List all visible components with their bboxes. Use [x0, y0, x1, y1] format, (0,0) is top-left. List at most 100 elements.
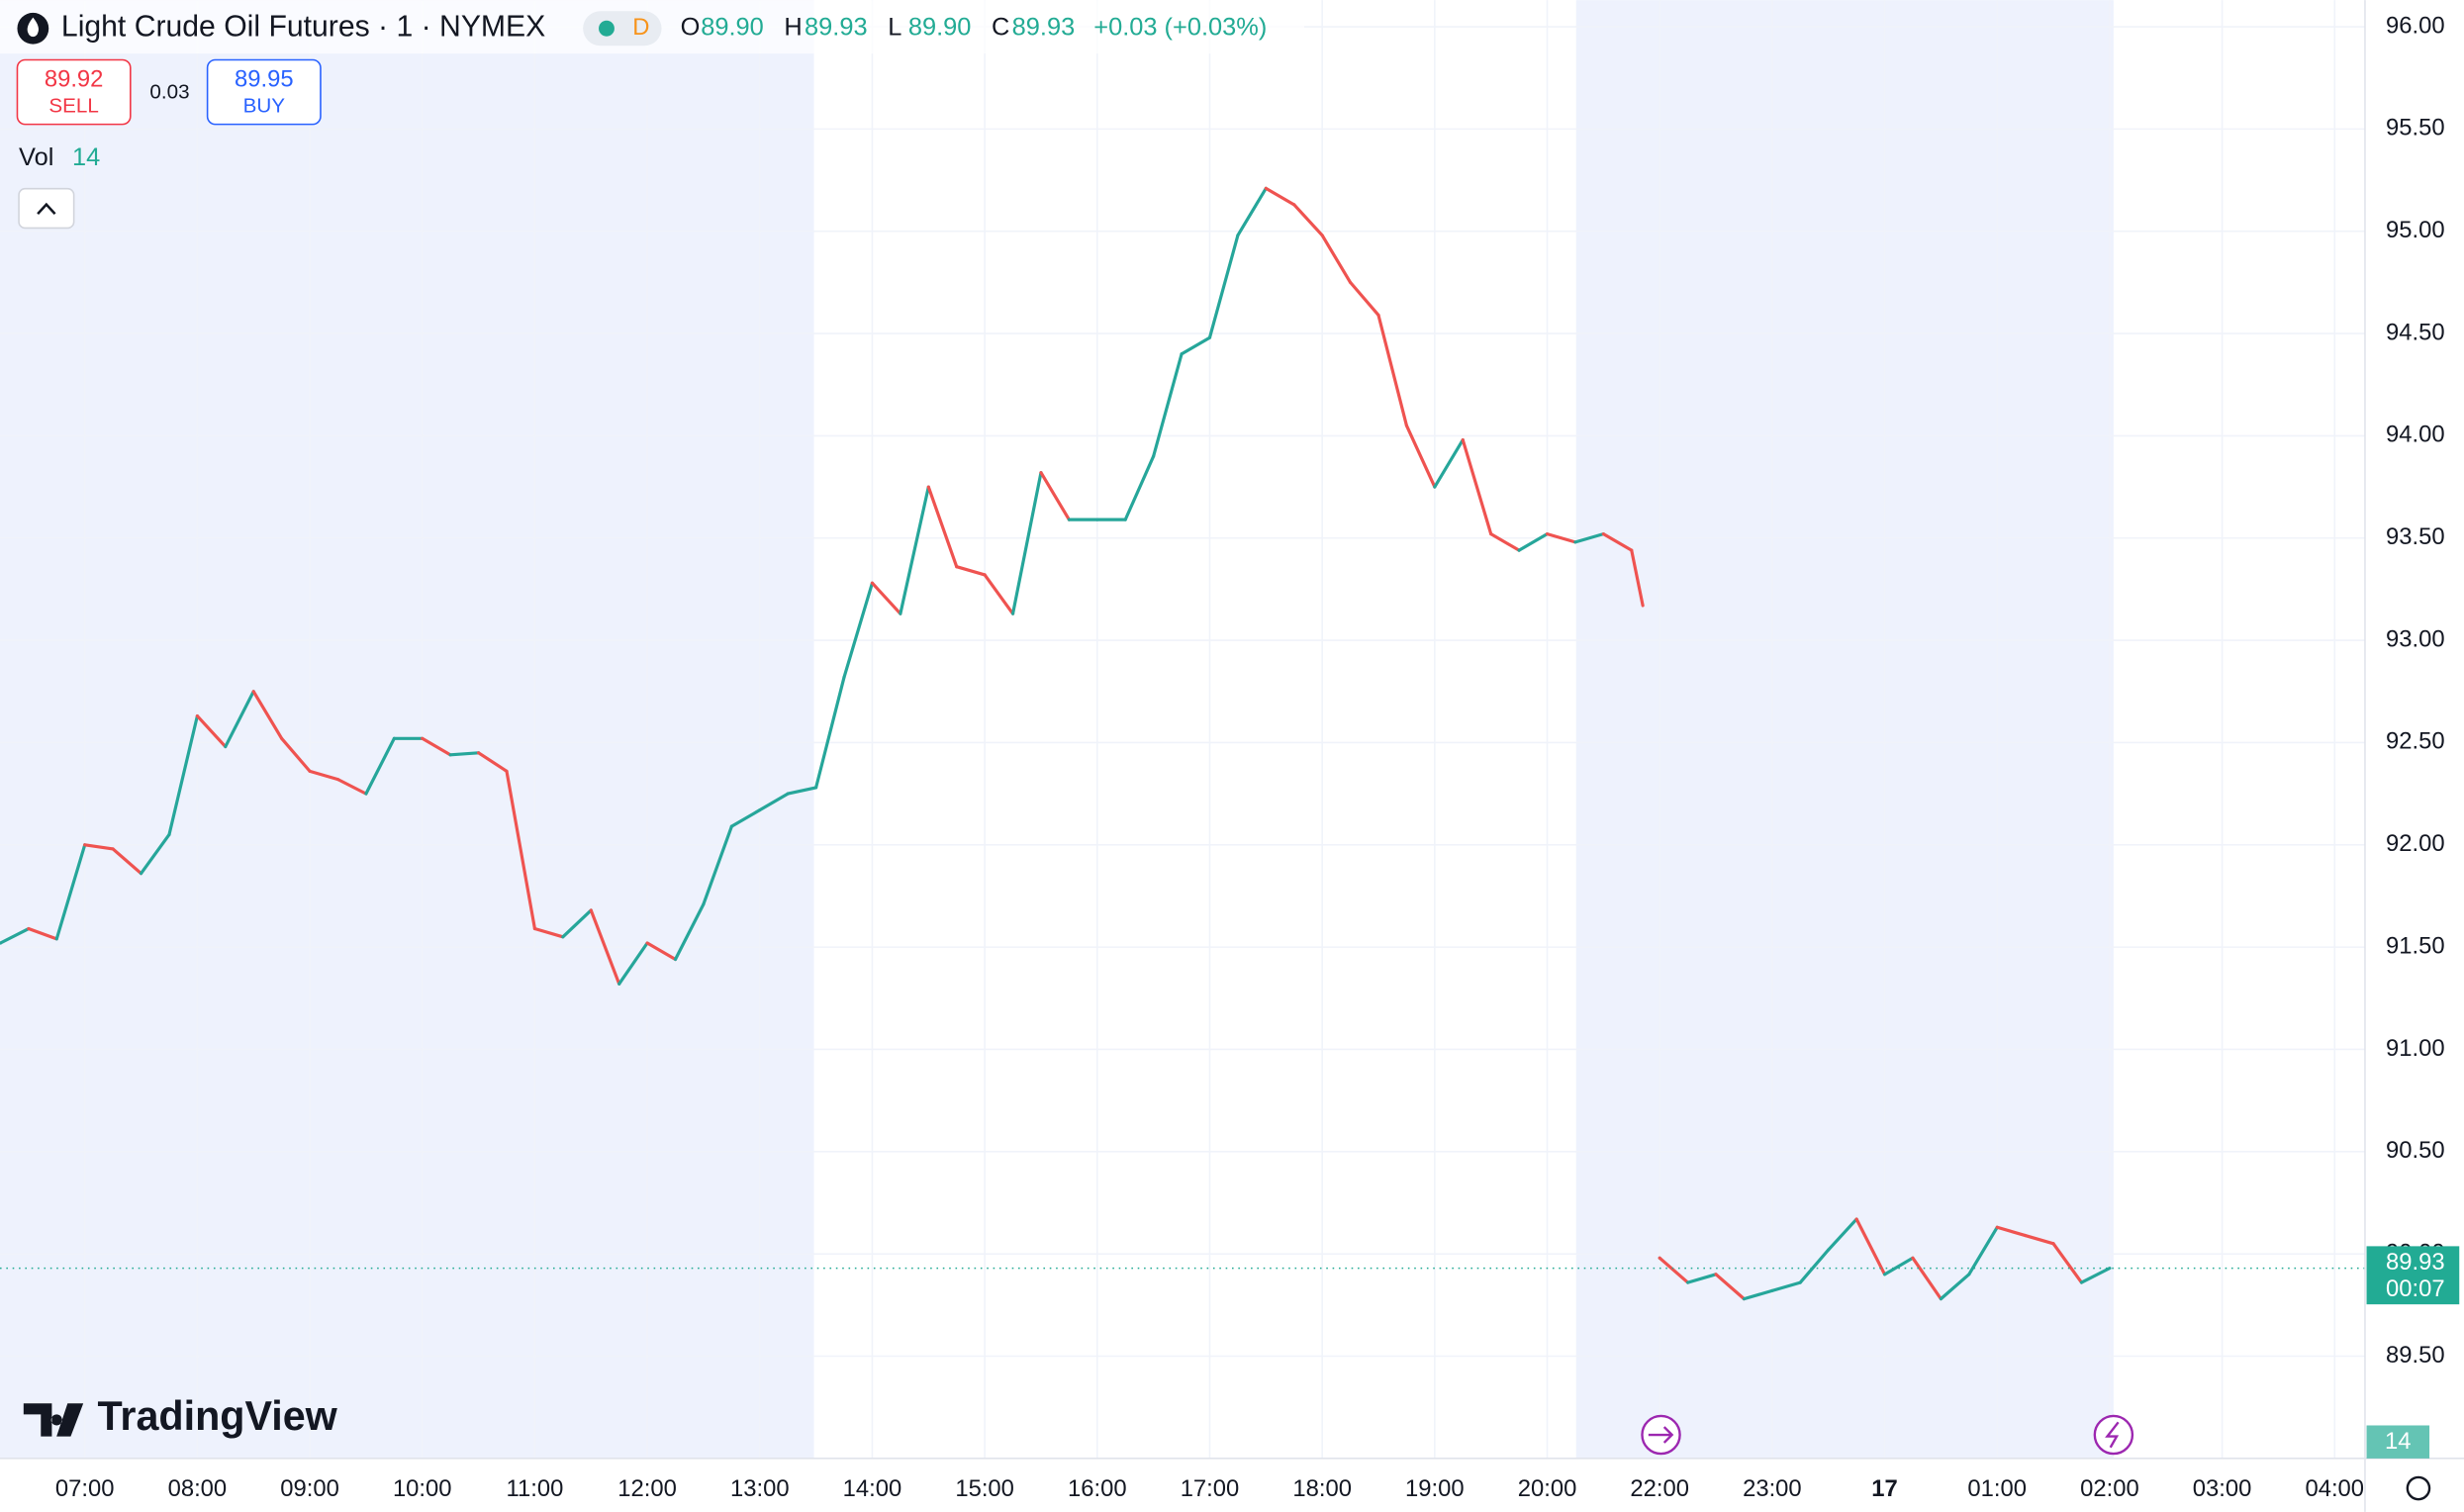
x-tick-label: 18:00: [1292, 1475, 1352, 1502]
delay-badge: D: [632, 14, 649, 41]
y-tick-label: 94.00: [2386, 422, 2445, 448]
ohlc-key: L: [888, 13, 901, 41]
x-tick-label: 14:00: [843, 1475, 902, 1502]
price-segment: [224, 690, 255, 749]
x-tick-label: 08:00: [168, 1475, 228, 1502]
price-segment: [335, 778, 368, 796]
y-tick-label: 95.50: [2386, 115, 2445, 142]
price-segment: [870, 581, 902, 615]
x-tick-label: 11:00: [507, 1475, 564, 1502]
ohlc-key: C: [992, 13, 1009, 41]
symbol-icon: [27, 17, 39, 38]
y-tick-label: 93.50: [2386, 523, 2445, 550]
price-segment: [251, 690, 284, 740]
price-segment: [758, 792, 790, 812]
y-tick-label: 91.50: [2386, 932, 2445, 959]
price-segment: [1770, 1280, 1802, 1292]
y-tick-label: 93.00: [2386, 625, 2445, 652]
y-tick-label: 90.50: [2386, 1137, 2445, 1164]
x-tick-label: 15:00: [955, 1475, 1014, 1502]
price-segment: [842, 581, 875, 679]
price-segment: [2024, 1233, 2055, 1246]
x-tick-label: 20:00: [1518, 1475, 1577, 1502]
price-segment: [2051, 1242, 2084, 1284]
chart-title: Light Crude Oil Futures · 1 · NYMEX: [61, 11, 545, 44]
price-segment: [1039, 471, 1071, 521]
price-segment: [1404, 424, 1437, 489]
vol-label: Vol: [19, 143, 53, 171]
session-icon[interactable]: [1648, 1426, 1674, 1444]
price-segment: [1882, 1256, 1915, 1276]
sell-price[interactable]: 89.92: [45, 65, 104, 92]
y-tick-label: 95.00: [2386, 217, 2445, 243]
price-segment: [814, 675, 846, 790]
price-segment: [1714, 1273, 1747, 1301]
y-tick-label: 91.00: [2386, 1035, 2445, 1062]
logo-icon: [23, 1403, 84, 1437]
price-segment: [1152, 352, 1184, 458]
price-segment: [1489, 532, 1521, 552]
countdown: 00:07: [2386, 1276, 2445, 1302]
price-segment: [505, 769, 537, 931]
price-segment: [1264, 186, 1296, 207]
price-segment: [617, 941, 649, 986]
buy-price[interactable]: 89.95: [235, 65, 294, 92]
price-segment: [1742, 1288, 1774, 1301]
y-tick-label: 96.00: [2386, 12, 2445, 39]
price-segment: [1967, 1225, 1999, 1276]
sell-button[interactable]: [16, 58, 132, 126]
price-segment: [1320, 234, 1353, 284]
price-segment: [421, 736, 452, 757]
price-segment: [702, 824, 733, 906]
session-shade: [1575, 0, 2114, 1459]
sell-label[interactable]: SELL: [48, 95, 98, 118]
x-tick-label: 16:00: [1068, 1475, 1127, 1502]
collapse-button[interactable]: [18, 187, 75, 230]
price-segment: [1433, 437, 1465, 489]
ohlc-value: 89.90: [908, 13, 972, 41]
price-segment: [1517, 532, 1550, 552]
spread: 0.03: [149, 80, 189, 103]
market-status: [599, 20, 615, 37]
collapse-icon[interactable]: [37, 202, 56, 215]
price-label-bg: [2366, 1246, 2460, 1305]
price-segment: [1545, 532, 1577, 544]
price-segment: [27, 926, 58, 941]
price-segment: [308, 769, 340, 782]
price-segment: [54, 843, 87, 941]
price-segment: [1123, 454, 1156, 521]
price-segment: [364, 736, 396, 796]
price-segment: [673, 902, 706, 962]
price-segment: [1207, 234, 1240, 339]
x-tick-label: 12:00: [617, 1475, 677, 1502]
x-tick-label: 17:00: [1181, 1475, 1240, 1502]
buy-label[interactable]: BUY: [243, 95, 286, 118]
price-segment: [1939, 1273, 1971, 1301]
price-segment: [786, 786, 818, 796]
x-tick-label: 02:00: [2080, 1475, 2139, 1502]
settings-icon[interactable]: [2406, 1475, 2431, 1501]
ohlc-value: 89.93: [805, 13, 868, 41]
x-tick-label: 09:00: [280, 1475, 339, 1502]
x-tick-label: 13:00: [730, 1475, 790, 1502]
event-icon[interactable]: [2105, 1421, 2120, 1449]
x-tick-label: 19:00: [1405, 1475, 1465, 1502]
x-tick-label: 23:00: [1743, 1475, 1802, 1502]
price-label: 89.93: [2386, 1249, 2445, 1276]
price-segment: [1601, 532, 1634, 552]
buy-button[interactable]: [206, 58, 322, 126]
x-tick-label: 22:00: [1630, 1475, 1689, 1502]
volume-label: 14: [2385, 1428, 2411, 1455]
status-pill: [583, 11, 662, 47]
price-segment: [1376, 313, 1409, 427]
y-tick-label: 92.00: [2386, 830, 2445, 857]
price-segment: [195, 713, 228, 749]
price-segment: [1461, 437, 1493, 536]
price-segment: [589, 908, 621, 986]
x-tick-label: 07:00: [55, 1475, 115, 1502]
price-segment: [0, 926, 31, 945]
event-icon[interactable]: [2093, 1414, 2134, 1456]
price-segment: [926, 485, 959, 569]
price-segment: [1798, 1248, 1831, 1284]
